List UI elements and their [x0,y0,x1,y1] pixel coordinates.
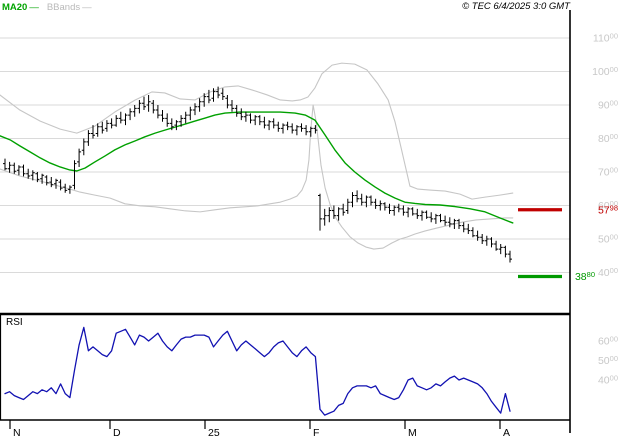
price-axis-label: 11000 [593,32,618,45]
support-level-label: 3880 [575,270,595,283]
time-axis-label: M [408,427,417,439]
price-axis-label: 6000 [598,199,618,212]
price-axis-label: 7000 [598,166,618,179]
time-axis-label: N [13,427,21,439]
rsi-axis-label: 4000 [598,374,618,387]
legend-ma20-swatch: — [29,2,39,13]
rsi-line [4,326,511,416]
legend-bbands-swatch: — [82,2,92,13]
price-axis-label: 4000 [598,266,618,279]
copyright-text: © TEC 6/4/2025 3:0 GMT [462,1,570,12]
price-axis-label: 10000 [592,65,618,78]
resistance-level-label: 5798 [598,203,618,216]
rsi-panel-label: RSI [6,317,23,328]
price-axis-label: 9000 [598,99,618,112]
ohlc-bars [3,86,512,263]
time-axis-label: A [503,427,510,439]
legend: MA20— BBands — [2,2,100,13]
time-axis-label: D [113,427,121,439]
price-axis-label: 5000 [598,233,618,246]
rsi-axis-label: 6000 [598,335,618,348]
price-axis-label: 8000 [598,132,618,145]
legend-bbands-label: BBands [46,2,81,13]
time-axis-label: F [313,427,319,439]
time-axis-label: 25 [208,427,220,439]
rsi-axis-label: 5000 [598,354,618,367]
bband-lower-line [0,104,514,250]
bband-upper-line [0,62,514,200]
legend-ma20-label: MA20 [2,2,28,13]
